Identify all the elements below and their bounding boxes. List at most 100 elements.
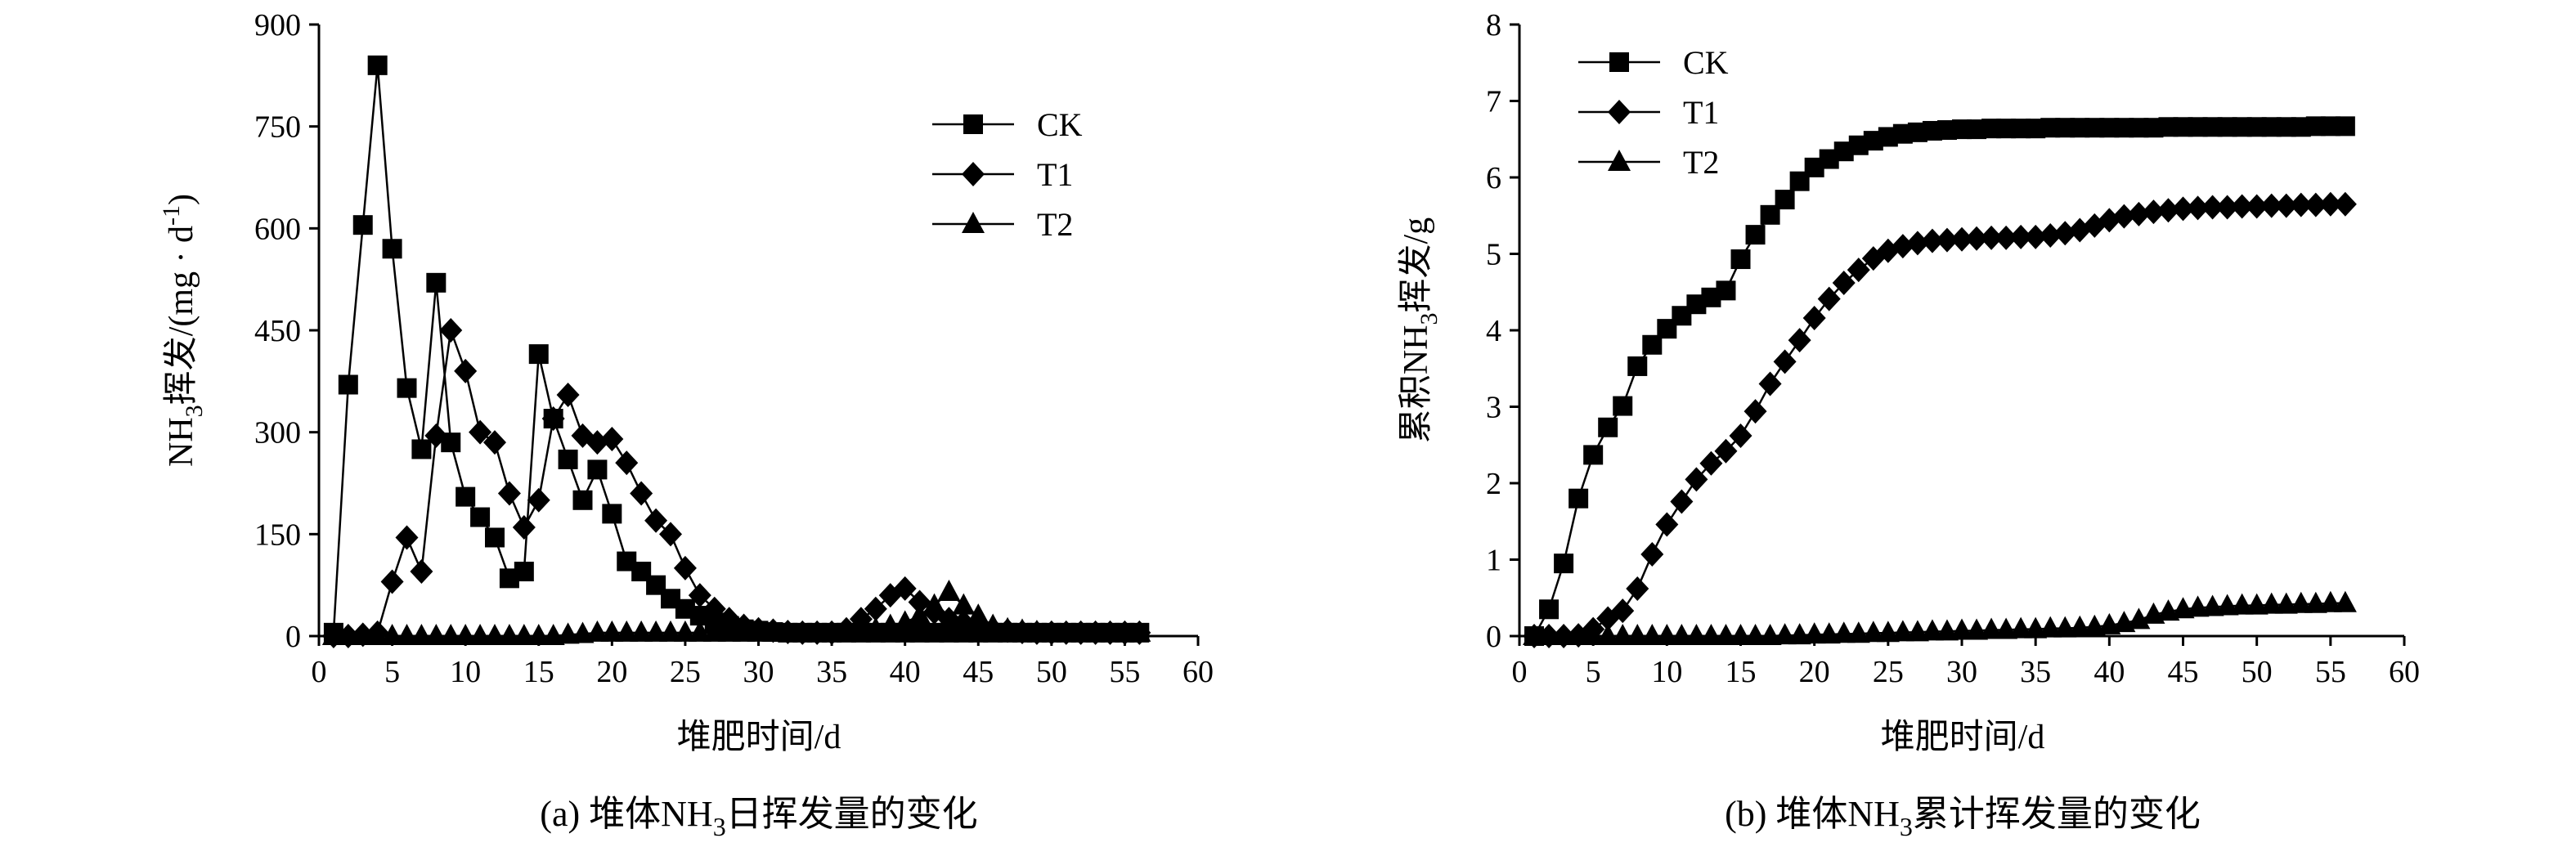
data-point-ck bbox=[1730, 249, 1751, 270]
data-point-ck bbox=[514, 562, 534, 582]
y-tick-label: 900 bbox=[254, 8, 301, 43]
data-point-t2 bbox=[1596, 624, 1620, 645]
data-point-t2 bbox=[1699, 624, 1723, 645]
data-point-t2 bbox=[1935, 619, 1959, 641]
chart-a-x-axis-title: 堆肥时间/d bbox=[677, 719, 841, 756]
y-tick-label: 300 bbox=[254, 416, 301, 450]
data-point-t2 bbox=[615, 620, 639, 642]
legend-label-t1: T1 bbox=[1037, 156, 1073, 193]
data-point-t2 bbox=[2039, 616, 2062, 638]
data-point-t2 bbox=[380, 624, 404, 645]
data-point-ck bbox=[411, 439, 432, 459]
data-point-t2 bbox=[321, 624, 345, 645]
chart-a-y-axis-title: NH3挥发/(mg · d-1) bbox=[158, 194, 208, 467]
data-point-t2 bbox=[1670, 624, 1694, 645]
data-point-t2 bbox=[1832, 621, 1856, 643]
y-tick-label: 5 bbox=[1486, 238, 1501, 272]
data-point-t1 bbox=[600, 426, 624, 451]
data-point-t2 bbox=[1025, 620, 1048, 642]
data-point-t1 bbox=[864, 596, 887, 621]
data-point-t1 bbox=[2156, 198, 2180, 223]
data-point-ck bbox=[1583, 445, 1604, 465]
data-point-t2 bbox=[351, 624, 375, 645]
data-point-t2 bbox=[1113, 620, 1137, 642]
data-point-t2 bbox=[937, 579, 961, 601]
data-point-t1 bbox=[1714, 438, 1738, 464]
data-point-t2 bbox=[1537, 624, 1561, 645]
data-point-t1 bbox=[454, 358, 478, 383]
data-point-t2 bbox=[1714, 624, 1738, 645]
data-point-t2 bbox=[981, 613, 1005, 635]
data-point-t2 bbox=[1054, 620, 1078, 642]
chart-b-legend: CK T1 T2 bbox=[1578, 44, 1729, 181]
y-tick-label: 1 bbox=[1486, 544, 1501, 578]
data-point-ck bbox=[456, 486, 476, 507]
data-point-t2 bbox=[469, 624, 492, 645]
y-tick-label: 450 bbox=[254, 314, 301, 348]
chart-a-legend: CK T1 T2 bbox=[932, 106, 1083, 243]
data-point-t2 bbox=[439, 624, 463, 645]
data-point-t2 bbox=[410, 624, 433, 645]
data-point-t2 bbox=[1920, 619, 1944, 641]
data-point-t1 bbox=[1699, 450, 1723, 476]
x-tick-label: 40 bbox=[890, 655, 921, 689]
data-point-ck bbox=[1627, 356, 1648, 376]
data-point-t1 bbox=[556, 382, 580, 407]
data-point-ck bbox=[1539, 599, 1560, 620]
data-point-ck bbox=[1613, 396, 1633, 416]
caption-a: (a) 堆体NH3日挥发量的变化 bbox=[540, 794, 977, 841]
legend-marker-t2 bbox=[962, 212, 985, 233]
data-point-t2 bbox=[702, 620, 726, 642]
data-point-t1 bbox=[849, 607, 873, 632]
data-point-t2 bbox=[1729, 624, 1752, 645]
data-point-t1 bbox=[1626, 576, 1649, 602]
x-tick-label: 20 bbox=[1799, 655, 1830, 689]
series-line-t1 bbox=[1534, 203, 2345, 638]
data-point-ck bbox=[382, 239, 402, 259]
data-point-t1 bbox=[1773, 349, 1797, 374]
data-point-t1 bbox=[586, 430, 609, 455]
data-point-t1 bbox=[2112, 204, 2136, 229]
data-point-t2 bbox=[1685, 624, 1708, 645]
data-point-t1 bbox=[2201, 195, 2224, 220]
data-point-t2 bbox=[747, 620, 770, 642]
data-point-t2 bbox=[600, 620, 624, 642]
data-point-t2 bbox=[1891, 620, 1914, 642]
x-tick-label: 0 bbox=[312, 655, 327, 689]
data-point-t2 bbox=[1817, 622, 1841, 644]
data-point-ck bbox=[426, 272, 447, 293]
data-point-ck bbox=[2335, 116, 2355, 137]
data-point-t1 bbox=[952, 610, 976, 635]
x-tick-label: 20 bbox=[596, 655, 627, 689]
data-point-ck bbox=[587, 459, 608, 480]
data-point-t1 bbox=[2142, 199, 2165, 225]
x-tick-label: 45 bbox=[963, 655, 994, 689]
data-point-ck bbox=[367, 55, 388, 75]
data-point-t1 bbox=[2098, 208, 2121, 233]
data-point-t2 bbox=[2215, 594, 2239, 616]
x-tick-label: 50 bbox=[2242, 655, 2273, 689]
data-point-t2 bbox=[732, 620, 756, 642]
data-point-t1 bbox=[1935, 227, 1959, 253]
data-point-t1 bbox=[497, 481, 521, 506]
data-point-t1 bbox=[1980, 225, 2004, 250]
legend-marker-t2 bbox=[1608, 150, 1631, 171]
data-point-t2 bbox=[659, 620, 682, 642]
x-tick-label: 15 bbox=[1726, 655, 1757, 689]
y-tick-label: 0 bbox=[1486, 620, 1501, 654]
data-point-t2 bbox=[791, 620, 815, 642]
data-point-t2 bbox=[1523, 624, 1546, 645]
chart-a-daily-emission: 0 5 10 15 20 25 30 35 40 45 50 55 600150300450600750… bbox=[158, 8, 1214, 756]
data-point-t1 bbox=[1758, 371, 1782, 397]
x-tick-label: 10 bbox=[1651, 655, 1682, 689]
data-point-ck bbox=[1598, 417, 1618, 437]
data-point-t1 bbox=[659, 522, 682, 547]
data-point-t1 bbox=[1891, 234, 1914, 259]
data-point-t1 bbox=[1729, 424, 1752, 449]
data-point-ck bbox=[352, 215, 373, 235]
data-point-t1 bbox=[1920, 228, 1944, 253]
data-point-t2 bbox=[336, 624, 360, 645]
data-point-t2 bbox=[908, 603, 931, 625]
caption-b: (b) 堆体NH3累计挥发量的变化 bbox=[1725, 794, 2201, 841]
data-point-t2 bbox=[967, 603, 990, 625]
